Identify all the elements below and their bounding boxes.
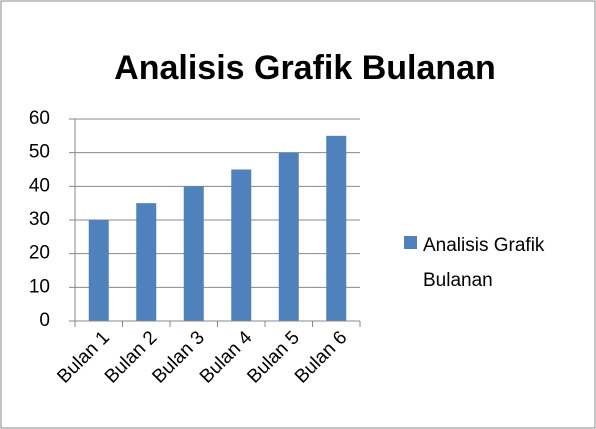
bar bbox=[326, 135, 347, 321]
y-tick-label: 50 bbox=[29, 142, 50, 163]
y-tick-label: 40 bbox=[29, 175, 50, 196]
bar bbox=[231, 169, 252, 321]
legend-label: Analisis Grafik Bulanan bbox=[423, 235, 545, 291]
y-tick-label: 0 bbox=[39, 310, 50, 331]
y-tick-label: 30 bbox=[29, 209, 50, 230]
y-tick-label: 60 bbox=[29, 108, 50, 129]
y-tick-label: 20 bbox=[29, 243, 50, 264]
legend-swatch bbox=[404, 236, 417, 249]
bar bbox=[278, 152, 299, 321]
bar bbox=[183, 186, 204, 321]
y-tick-label: 10 bbox=[29, 276, 50, 297]
bar bbox=[88, 220, 109, 321]
bar bbox=[136, 203, 157, 321]
chart-title: Analisis Grafik Bulanan bbox=[114, 49, 496, 87]
